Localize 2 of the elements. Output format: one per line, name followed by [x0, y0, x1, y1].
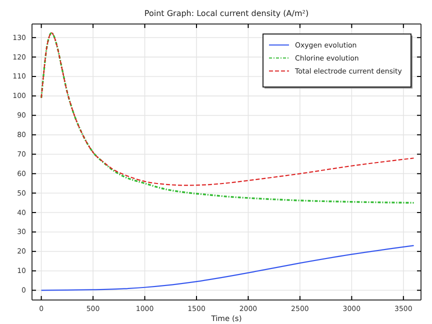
line-series [40, 245, 414, 291]
chart-title: Point Graph: Local current density (A/m²) [144, 9, 309, 18]
